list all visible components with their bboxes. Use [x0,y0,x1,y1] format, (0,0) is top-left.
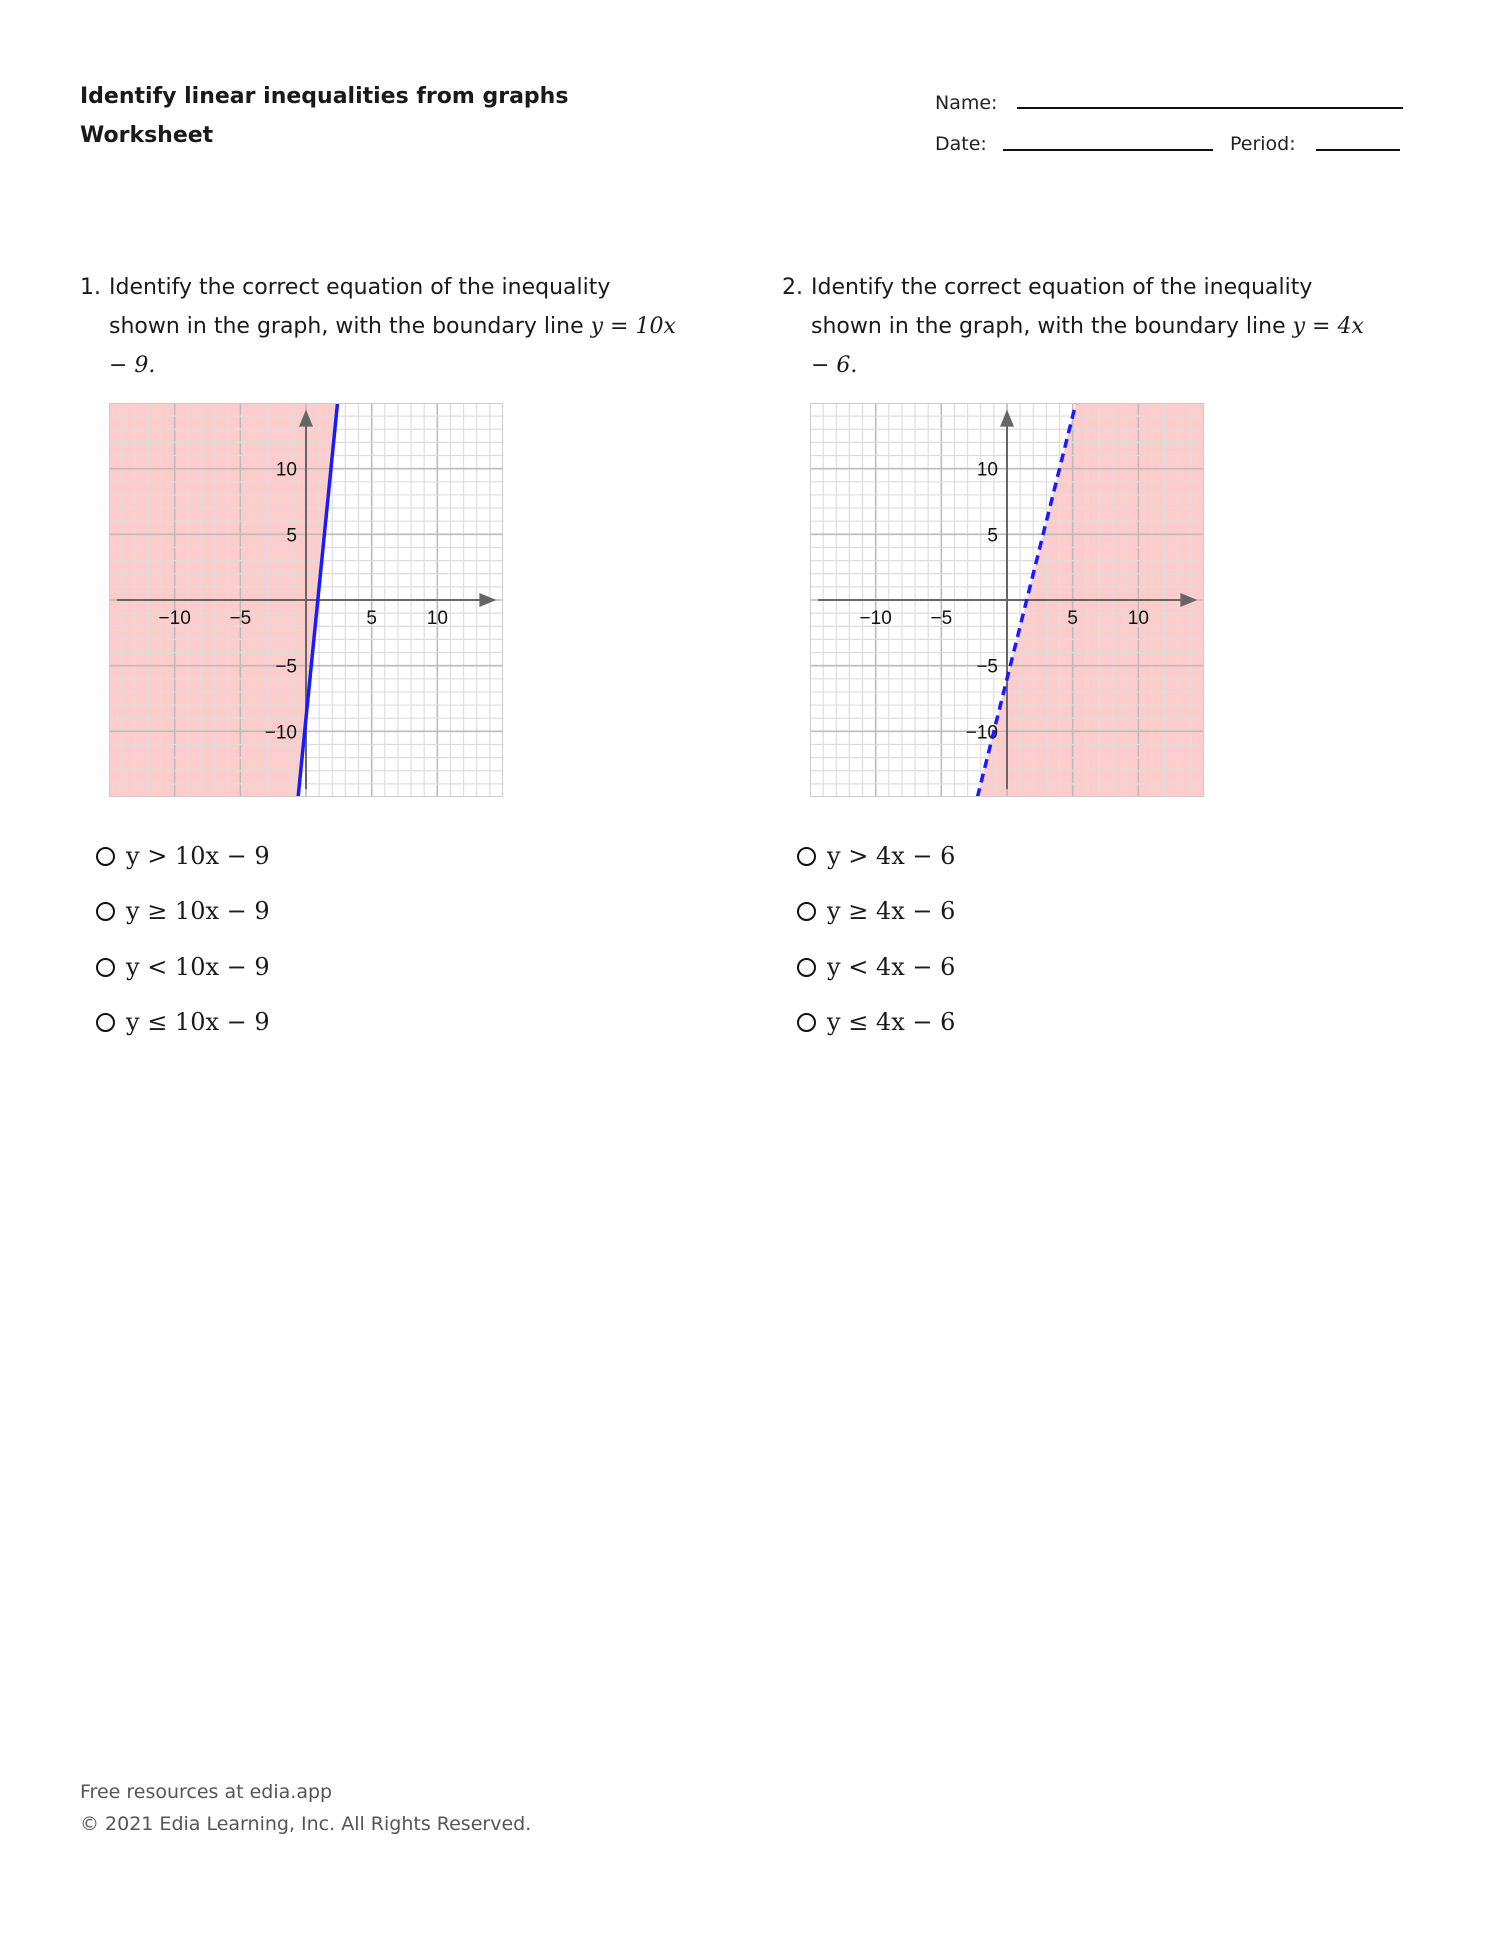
y-axis-arrow-icon [299,409,313,427]
question-number: 2. [782,275,803,300]
option-2c[interactable]: y < 4x − 6 [797,952,955,982]
graph-question-2: −10 −5 5 10 10 5 −5 −10 [810,403,1204,797]
radio-button[interactable] [96,957,115,977]
option-1c[interactable]: y < 10x − 9 [96,952,270,982]
option-label: y ≥ 4x − 6 [827,897,956,925]
boundary-equation: y = 4x − 6. [811,314,1364,378]
y-axis-arrow-icon [1000,409,1014,427]
worksheet-subtitle: Worksheet [80,123,214,148]
radio-button[interactable] [96,846,115,866]
x-tick-label: 5 [1067,608,1078,629]
option-label: y > 4x − 6 [827,842,956,870]
x-tick-label: 10 [1128,608,1149,629]
option-label: y < 4x − 6 [827,953,956,981]
option-1a[interactable]: y > 10x − 9 [96,841,270,871]
radio-button[interactable] [797,846,816,866]
y-tick-label: 5 [286,525,297,546]
radio-button[interactable] [797,957,816,977]
x-tick-label: 10 [427,608,448,629]
x-axis-arrow-icon [479,593,497,607]
option-label: y > 10x − 9 [126,842,270,870]
option-2a[interactable]: y > 4x − 6 [797,841,955,871]
date-field[interactable] [1003,149,1213,151]
question-text: Identify the correct equation of the ine… [109,275,611,339]
y-tick-label: −5 [275,657,297,678]
worksheet-title: Identify linear inequalities from graphs [80,84,569,109]
boundary-line [975,403,1078,797]
question-number: 1. [80,275,101,300]
name-label: Name: [935,92,998,114]
y-tick-label: 10 [276,460,297,481]
x-tick-label: −10 [860,608,892,629]
y-tick-label: −5 [976,657,998,678]
period-field[interactable] [1316,149,1400,151]
date-label: Date: [935,133,987,155]
radio-button[interactable] [96,1012,115,1032]
graph-question-1: −10 −5 5 10 10 5 −5 −10 [109,403,503,797]
y-tick-label: 10 [977,460,998,481]
x-axis-arrow-icon [1180,593,1198,607]
radio-button[interactable] [797,901,816,921]
option-label: y ≤ 4x − 6 [827,1008,956,1036]
question-1: 1. Identify the correct equation of the … [80,268,680,385]
question-text: Identify the correct equation of the ine… [811,275,1313,339]
footer-copyright: © 2021 Edia Learning, Inc. All Rights Re… [80,1813,532,1835]
x-tick-label: −10 [159,608,191,629]
option-2b[interactable]: y ≥ 4x − 6 [797,896,955,926]
option-label: y < 10x − 9 [126,953,270,981]
period-label: Period: [1230,133,1296,155]
plot-border [810,403,1204,797]
question-2: 2. Identify the correct equation of the … [782,268,1382,385]
y-tick-label: −10 [265,722,297,743]
radio-button[interactable] [96,901,115,921]
boundary-equation: y = 10x − 9. [109,314,676,378]
name-field[interactable] [1017,107,1403,109]
plot-border [109,403,503,797]
y-tick-label: −10 [966,722,998,743]
footer-resources: Free resources at edia.app [80,1781,333,1803]
y-tick-label: 5 [987,525,998,546]
x-tick-label: −5 [229,608,251,629]
option-1d[interactable]: y ≤ 10x − 9 [96,1007,270,1037]
option-2d[interactable]: y ≤ 4x − 6 [797,1007,955,1037]
radio-button[interactable] [797,1012,816,1032]
option-1b[interactable]: y ≥ 10x − 9 [96,896,270,926]
option-label: y ≥ 10x − 9 [126,897,270,925]
x-tick-label: 5 [366,608,377,629]
option-label: y ≤ 10x − 9 [126,1008,270,1036]
boundary-line [296,403,340,797]
x-tick-label: −5 [930,608,952,629]
